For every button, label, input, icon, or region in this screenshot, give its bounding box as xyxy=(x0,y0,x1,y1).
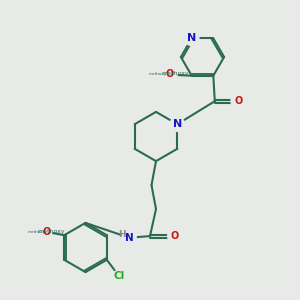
Text: methoxy: methoxy xyxy=(28,230,46,234)
Circle shape xyxy=(231,94,245,108)
Text: Cl: Cl xyxy=(113,271,124,281)
Text: O: O xyxy=(43,226,51,237)
Text: methoxy: methoxy xyxy=(162,71,189,76)
Text: methoxy: methoxy xyxy=(149,72,167,76)
Circle shape xyxy=(170,117,184,131)
Circle shape xyxy=(42,227,52,236)
Circle shape xyxy=(122,230,136,245)
Text: H: H xyxy=(118,230,126,239)
Text: N: N xyxy=(187,33,196,43)
Circle shape xyxy=(168,229,182,243)
Circle shape xyxy=(163,67,177,81)
Text: N: N xyxy=(124,232,134,243)
Text: N: N xyxy=(173,119,182,129)
Circle shape xyxy=(113,270,125,282)
Circle shape xyxy=(184,31,199,46)
Text: O: O xyxy=(171,231,179,241)
Text: O: O xyxy=(234,96,242,106)
Text: methoxy: methoxy xyxy=(38,229,65,233)
Text: O: O xyxy=(166,69,174,79)
